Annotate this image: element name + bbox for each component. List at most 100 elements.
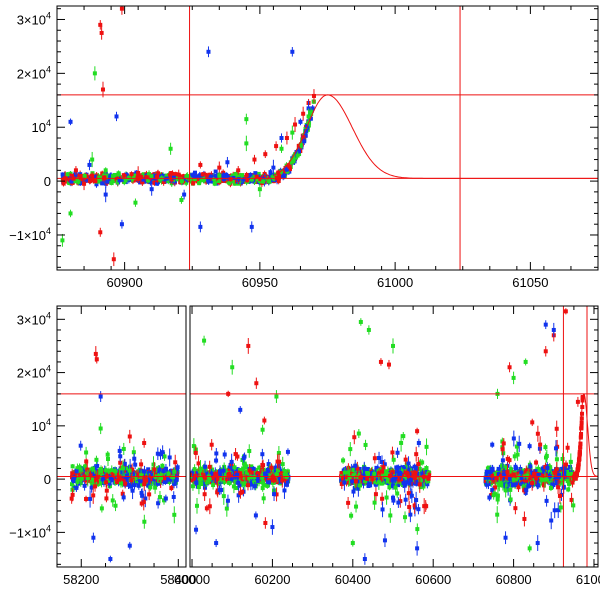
data-point-red [119, 6, 124, 11]
data-point-green [254, 467, 259, 472]
data-point-red [70, 492, 75, 497]
data-point-red [152, 180, 157, 185]
data-point-blue [108, 476, 113, 481]
data-point-green [125, 466, 130, 471]
data-point-green [103, 168, 108, 173]
data-point-red [133, 177, 138, 182]
data-point-green [184, 180, 189, 185]
bottom-panel: 5820058400600006020060400606006080061000… [9, 304, 600, 587]
data-point-green [168, 146, 173, 151]
data-point-red [144, 175, 149, 180]
data-point-blue [251, 466, 256, 471]
data-point-green [295, 153, 300, 158]
data-point-red [244, 173, 249, 178]
data-point-red [225, 473, 230, 478]
data-point-red [181, 174, 186, 179]
data-point-green [291, 157, 296, 162]
data-point-blue [171, 175, 176, 180]
y-tick-label: 2×104 [17, 64, 51, 81]
data-point-red [141, 500, 146, 505]
data-point-green [113, 472, 118, 477]
data-point-red [274, 144, 279, 149]
data-point-blue [74, 485, 79, 490]
data-point-blue [231, 175, 236, 180]
data-point-green [121, 446, 126, 451]
data-point-green [281, 473, 286, 478]
data-point-blue [163, 179, 168, 184]
data-point-blue [285, 479, 290, 484]
data-point-green [109, 180, 114, 185]
data-point-blue [279, 136, 284, 140]
data-point-green [96, 470, 101, 475]
data-point-green [75, 466, 80, 471]
data-point-blue [296, 149, 301, 154]
data-point-blue [160, 450, 165, 455]
data-point-blue [117, 448, 122, 453]
data-point-blue [125, 476, 130, 481]
data-point-green [110, 174, 115, 179]
data-point-green [70, 482, 75, 487]
data-point-blue [248, 172, 253, 177]
data-point-blue [193, 174, 198, 179]
data-point-green [290, 130, 295, 135]
data-point-green [243, 465, 248, 470]
data-point-red [311, 93, 316, 98]
data-point-blue [146, 478, 151, 483]
data-point-blue [303, 133, 308, 138]
data-point-blue [68, 119, 73, 124]
data-point-red [282, 169, 287, 174]
data-point-blue [282, 174, 287, 179]
data-point-blue [163, 480, 168, 485]
data-point-blue [224, 172, 229, 177]
data-point-blue [146, 471, 151, 476]
data-point-blue [122, 461, 127, 466]
data-point-red [279, 471, 284, 476]
data-point-green [109, 468, 114, 473]
x-tick-label: 61050 [512, 275, 548, 290]
data-point-green [121, 466, 126, 471]
data-point-blue [126, 482, 131, 487]
data-point-red [166, 173, 171, 178]
data-point-green [212, 176, 217, 181]
data-point-blue [167, 455, 172, 460]
data-point-blue [261, 177, 266, 182]
data-point-green [75, 479, 80, 484]
data-point-blue [276, 476, 281, 481]
data-point-blue [146, 467, 151, 472]
data-point-red [98, 22, 103, 27]
data-point-green [184, 174, 189, 179]
data-point-red [93, 472, 98, 477]
data-point-blue [298, 119, 303, 124]
data-point-blue [273, 469, 278, 474]
data-point-blue [306, 106, 311, 111]
data-point-blue [87, 162, 92, 167]
data-point-red [98, 230, 103, 235]
data-point-red [136, 171, 141, 176]
data-point-red [69, 496, 74, 501]
data-point-red [139, 501, 144, 506]
data-point-green [147, 172, 152, 177]
data-point-red [221, 476, 226, 481]
data-point-red [74, 473, 79, 478]
data-point-blue [232, 473, 237, 478]
data-point-blue [303, 128, 308, 133]
data-point-green [90, 466, 95, 471]
data-point-blue [93, 174, 98, 179]
data-point-green [270, 175, 275, 180]
data-point-red [208, 172, 213, 177]
data-point-green [282, 469, 287, 474]
data-point-blue [267, 174, 272, 179]
data-point-red [301, 135, 306, 140]
data-point-blue [266, 480, 271, 485]
data-point-blue [226, 175, 231, 180]
data-point-green [98, 179, 103, 184]
data-point-blue [156, 501, 161, 506]
data-point-blue [82, 483, 87, 488]
data-point-red [104, 480, 109, 485]
data-point-blue [157, 467, 162, 472]
data-point-blue [149, 187, 154, 192]
data-point-red [120, 477, 125, 482]
data-point-green [308, 109, 313, 114]
data-point-blue [139, 490, 144, 495]
data-point-red [147, 492, 152, 497]
